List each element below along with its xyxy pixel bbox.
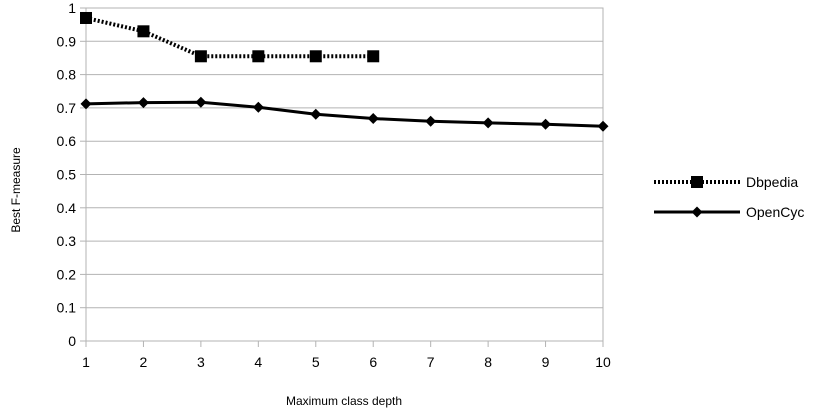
y-tick-label: 0.7 <box>57 100 77 116</box>
data-point-opencyc <box>310 108 322 120</box>
x-tick-label: 6 <box>369 354 377 370</box>
y-tick-label: 1 <box>68 0 76 16</box>
y-tick-label: 0.6 <box>57 133 77 149</box>
data-point-opencyc <box>482 117 494 129</box>
series-lines <box>85 16 604 128</box>
y-axis-ticks: 0 0.1 0.2 0.3 0.4 0.5 0.6 0.7 0.8 0.9 1 <box>57 0 86 349</box>
legend-label: OpenCyc <box>746 204 804 220</box>
data-point-opencyc <box>540 118 552 130</box>
data-point-dbpedia <box>194 50 207 63</box>
x-axis-title: Maximum class depth <box>286 394 402 408</box>
legend-item-opencyc: OpenCyc <box>654 204 804 220</box>
x-tick-label: 9 <box>542 354 550 370</box>
data-point-opencyc <box>252 101 264 113</box>
data-point-opencyc <box>137 97 149 109</box>
y-tick-label: 0 <box>68 333 76 349</box>
y-tick-label: 0.9 <box>57 33 77 49</box>
x-tick-label: 8 <box>484 354 492 370</box>
y-axis-title: Best F-measure <box>9 147 23 233</box>
series-markers <box>80 11 609 132</box>
data-point-dbpedia <box>80 11 92 24</box>
y-tick-label: 0.4 <box>57 200 77 216</box>
data-point-dbpedia <box>367 50 380 63</box>
series-line-dbpedia <box>85 16 374 59</box>
series-line-opencyc <box>85 100 604 128</box>
legend-item-dbpedia: Dbpedia <box>654 174 798 190</box>
y-tick-label: 0.2 <box>57 266 77 282</box>
x-tick-label: 3 <box>197 354 205 370</box>
data-point-opencyc <box>195 96 207 108</box>
data-point-dbpedia <box>137 25 150 38</box>
x-tick-label: 5 <box>312 354 320 370</box>
legend-marker-swatch <box>691 206 703 218</box>
y-tick-label: 0.3 <box>57 233 77 249</box>
x-tick-label: 4 <box>254 354 262 370</box>
data-point-opencyc <box>80 98 92 110</box>
legend-marker-swatch <box>691 176 703 188</box>
y-tick-label: 0.8 <box>57 67 77 83</box>
data-point-dbpedia <box>252 50 265 63</box>
legend: Dbpedia OpenCyc <box>654 174 804 220</box>
y-tick-label: 0.5 <box>57 167 77 183</box>
data-point-opencyc <box>367 113 379 125</box>
x-tick-label: 10 <box>595 354 611 370</box>
data-point-dbpedia <box>309 50 322 63</box>
data-point-opencyc <box>597 120 609 132</box>
x-tick-label: 1 <box>82 354 90 370</box>
data-point-opencyc <box>425 115 437 127</box>
x-tick-label: 7 <box>427 354 435 370</box>
y-tick-label: 0.1 <box>57 300 77 316</box>
x-tick-label: 2 <box>140 354 148 370</box>
x-axis-ticks: 1 2 3 4 5 6 7 8 9 10 <box>82 341 611 370</box>
legend-label: Dbpedia <box>746 174 798 190</box>
gridlines <box>86 7 603 342</box>
